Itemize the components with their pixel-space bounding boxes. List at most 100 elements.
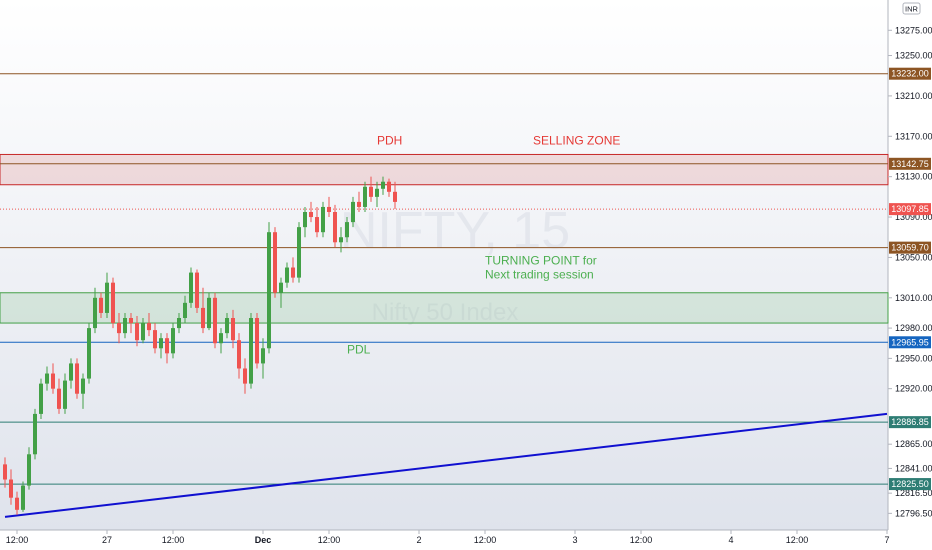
x-tick-label-5: 2	[416, 535, 421, 545]
x-tick-label-6: 12:00	[474, 535, 497, 545]
price-axis-background	[888, 0, 932, 550]
annotation-2: TURNING POINT for	[485, 253, 597, 267]
y-tick-label-12: 12841.00	[895, 463, 932, 473]
candle-body-60	[363, 186, 367, 207]
candle-body-4	[27, 454, 31, 486]
candle-body-58	[351, 201, 355, 223]
x-tick-label-3: Dec	[255, 535, 272, 545]
price-axis-ticks: 13275.00 13250.00 13210.00 13170.00 13130.00…	[888, 25, 932, 518]
x-tick-label-4: 12:00	[318, 535, 341, 545]
symbol-watermark: NIFTY, 15 Nifty 50 Index	[340, 202, 570, 326]
candle-body-8	[51, 373, 55, 389]
annotation-4: PDL	[347, 342, 371, 356]
price-badge-label-2: 13097.85	[891, 204, 929, 214]
x-tick-label-1: 27	[102, 535, 112, 545]
y-tick-label-8: 12980.00	[895, 323, 932, 333]
zones-layer	[0, 153, 889, 324]
candle-body-19	[117, 323, 121, 334]
candle-body-42	[255, 318, 259, 364]
candle-body-44	[267, 232, 271, 349]
candles-layer	[3, 176, 397, 515]
currency-label: INR	[905, 5, 919, 14]
watermark-symbol: NIFTY, 15	[340, 202, 570, 260]
currency-badge-box	[902, 2, 921, 15]
candle-body-2	[15, 497, 19, 510]
candle-body-49	[297, 227, 301, 278]
annotation-0: PDH	[377, 133, 402, 147]
candle-body-9	[57, 388, 61, 409]
candle-body-53	[321, 206, 325, 233]
candle-body-10	[63, 380, 67, 409]
candle-body-3	[21, 485, 25, 510]
candle-body-61	[369, 186, 373, 197]
candle-body-37	[225, 318, 229, 334]
x-tick-label-7: 3	[572, 535, 577, 545]
price-badge-box-1	[889, 157, 931, 170]
candle-body-20	[123, 318, 127, 334]
candle-body-5	[33, 413, 37, 455]
candle-body-46	[279, 282, 283, 293]
y-tick-label-0: 13275.00	[895, 25, 932, 35]
candle-body-63	[381, 181, 385, 189]
candle-body-26	[159, 338, 163, 349]
candle-body-12	[75, 363, 79, 394]
candle-body-51	[309, 212, 313, 218]
candle-body-50	[303, 212, 307, 228]
candle-body-39	[237, 340, 241, 369]
annotation-1: SELLING ZONE	[533, 133, 620, 147]
y-tick-label-3: 13170.00	[895, 131, 932, 141]
candle-body-35	[213, 297, 217, 344]
time-axis-background	[0, 530, 888, 550]
y-tick-label-11: 12865.00	[895, 439, 932, 449]
candle-body-48	[291, 267, 295, 278]
y-tick-label-14: 12796.50	[895, 508, 932, 518]
x-tick-label-11: 7	[884, 535, 889, 545]
x-tick-label-2: 12:00	[162, 535, 185, 545]
candle-body-7	[45, 373, 49, 384]
price-badge-label-3: 13059.70	[891, 243, 929, 253]
price-badge-label-0: 13232.00	[891, 69, 929, 79]
currency-badge[interactable]: INR	[902, 2, 921, 15]
price-badge-label-5: 12886.85	[891, 417, 929, 427]
candle-body-1	[9, 479, 13, 498]
price-badge-box-4	[889, 336, 931, 349]
candle-body-55	[333, 212, 337, 243]
candle-body-36	[219, 333, 223, 344]
candle-body-17	[105, 282, 109, 313]
price-badge-box-3	[889, 241, 931, 254]
candle-body-0	[3, 464, 7, 480]
price-axis-badges: 13232.00 13142.75 13097.85 13059.70 12965.95…	[889, 67, 931, 491]
candle-body-18	[111, 282, 115, 324]
levels-layer	[0, 73, 888, 485]
candle-body-23	[141, 323, 145, 341]
candle-body-30	[183, 302, 187, 318]
y-tick-label-1: 13250.00	[895, 51, 932, 61]
price-badge-label-6: 12825.50	[891, 479, 929, 489]
y-tick-label-2: 13210.00	[895, 91, 932, 101]
candle-body-62	[375, 188, 379, 197]
x-tick-label-0: 12:00	[6, 535, 29, 545]
candle-body-64	[387, 181, 391, 192]
y-tick-label-5: 13090.00	[895, 212, 932, 222]
y-tick-label-13: 12816.50	[895, 488, 932, 498]
price-badge-box-5	[889, 416, 931, 429]
x-tick-label-8: 12:00	[630, 535, 653, 545]
candle-body-13	[81, 378, 85, 394]
price-badge-label-1: 13142.75	[891, 159, 929, 169]
y-tick-label-6: 13050.00	[895, 252, 932, 262]
price-badge-box-0	[889, 67, 931, 80]
trendline	[4, 412, 888, 518]
trendline-layer	[4, 412, 888, 518]
candle-body-43	[261, 348, 265, 364]
candle-body-41	[249, 318, 253, 384]
candle-body-21	[129, 318, 133, 324]
candle-body-34	[207, 297, 211, 329]
candle-body-65	[393, 191, 397, 202]
watermark-name: Nifty 50 Index	[372, 299, 519, 326]
candle-body-29	[177, 318, 181, 329]
price-badge-box-2	[889, 203, 931, 216]
turning-zone-box	[0, 292, 889, 324]
